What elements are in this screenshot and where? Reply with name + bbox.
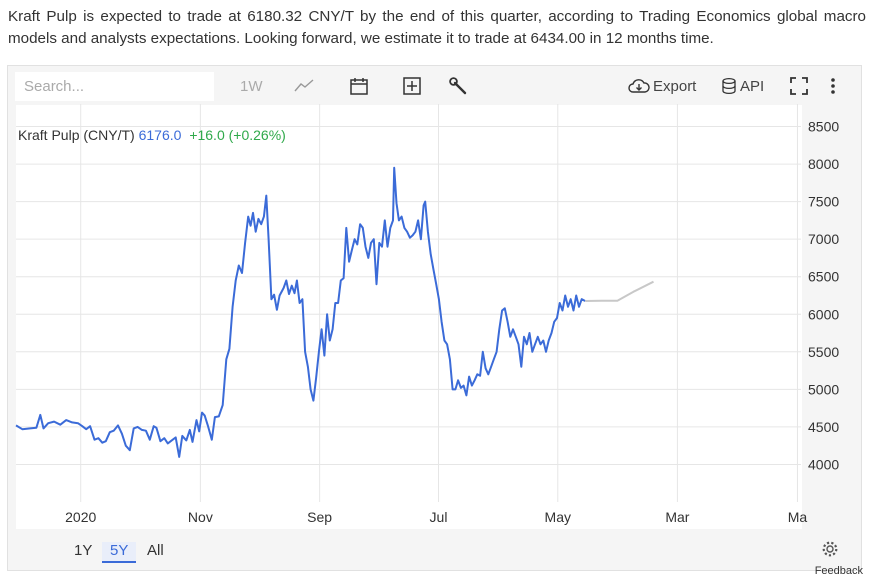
fullscreen-icon: [790, 77, 808, 95]
y-tick-label: 8500: [808, 119, 839, 135]
range-selector: 1Y 5Y All: [8, 528, 861, 570]
calendar-icon: [350, 78, 368, 95]
forecast-summary: Kraft Pulp is expected to trade at 6180.…: [8, 8, 866, 47]
database-icon: [722, 77, 736, 95]
export-button[interactable]: Export: [628, 74, 696, 98]
x-tick-label: Nov: [188, 509, 213, 525]
x-tick-label: May: [545, 509, 571, 525]
x-tick-label: Jul: [430, 509, 448, 525]
line-chart-type-button[interactable]: [294, 74, 314, 98]
y-tick-label: 8000: [808, 156, 839, 172]
y-tick-label: 7000: [808, 231, 839, 247]
add-indicator-button[interactable]: [402, 74, 422, 98]
feedback-link[interactable]: Feedback: [814, 565, 863, 577]
chart-widget: 1W: [7, 65, 862, 571]
fullscreen-button[interactable]: [789, 74, 809, 98]
settings-wrench-button[interactable]: [448, 74, 468, 98]
x-tick-label: Sep: [307, 509, 332, 525]
y-tick-label: 4000: [808, 456, 839, 472]
range-1y-button[interactable]: 1Y: [74, 542, 93, 559]
export-label: Export: [653, 77, 697, 95]
x-tick-label: Mar: [665, 509, 689, 525]
api-label: API: [740, 77, 765, 95]
y-tick-label: 6000: [808, 306, 839, 322]
wrench-icon: [449, 77, 467, 95]
range-1w-button[interactable]: 1W: [240, 77, 263, 95]
y-tick-label: 6500: [808, 269, 839, 285]
api-button[interactable]: API: [721, 74, 764, 98]
legend-last-value: 6176.0: [138, 127, 182, 143]
y-tick-label: 5000: [808, 381, 839, 397]
gear-icon[interactable]: [821, 540, 839, 558]
plus-box-icon: [403, 77, 421, 95]
y-tick-label: 7500: [808, 194, 839, 210]
plot-background: [16, 105, 802, 529]
y-tick-label: 4500: [808, 419, 839, 435]
legend-series-name: Kraft Pulp (CNY/T): [18, 127, 135, 143]
chart-legend: Kraft Pulp (CNY/T) 6176.0 +16.0 (+0.26%): [18, 127, 286, 143]
forecast-line: [585, 280, 654, 302]
y-tick-label: 5500: [808, 344, 839, 360]
x-tick-label: Ma: [788, 509, 808, 525]
more-options-button[interactable]: [830, 74, 836, 98]
search-input[interactable]: [15, 72, 214, 101]
more-vertical-icon: [831, 78, 835, 94]
range-5y-button[interactable]: 5Y: [102, 542, 137, 563]
legend-change: +16.0 (+0.26%): [189, 127, 286, 143]
chart-toolbar: 1W: [8, 66, 861, 106]
series-line-kraft-pulp: [15, 166, 586, 458]
calendar-button[interactable]: [349, 74, 369, 98]
cloud-download-icon: [628, 79, 650, 93]
x-tick-label: 2020: [65, 509, 96, 525]
range-all-button[interactable]: All: [147, 542, 164, 559]
line-chart-icon: [294, 79, 314, 92]
